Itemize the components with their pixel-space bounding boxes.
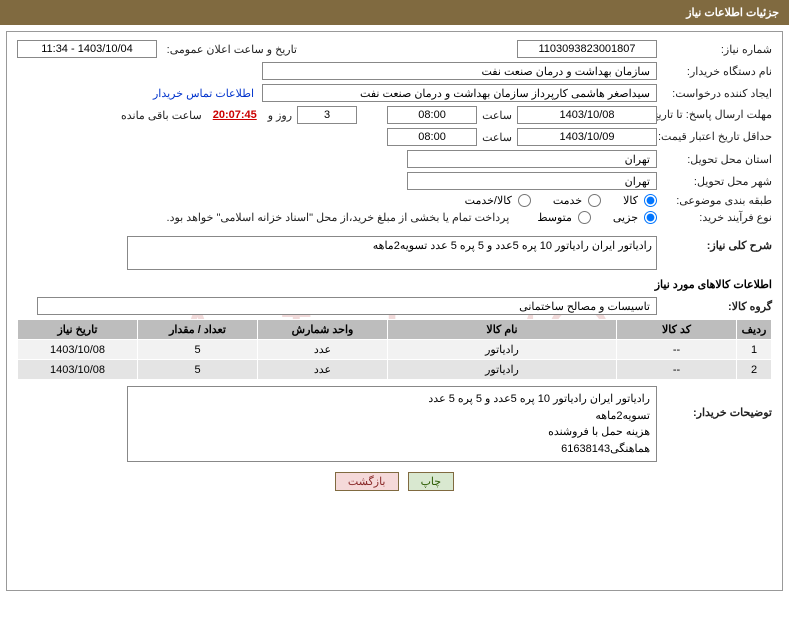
price-validity-label: حداقل تاریخ اعتبار قیمت: تا تاریخ: [657, 131, 772, 143]
radio-goods-service-label: کالا/خدمت [465, 194, 512, 207]
reply-time-label: ساعت [477, 109, 517, 122]
requester-field [262, 84, 657, 102]
buyer-org-label: نام دستگاه خریدار: [657, 65, 772, 78]
delivery-province-field [407, 150, 657, 168]
th-code: کد کالا [617, 320, 737, 340]
buyer-notes-box: رادیاتور ایران رادیاتور 10 پره 5عدد و 5 … [127, 386, 657, 462]
category-label: طبقه بندی موضوعی: [657, 194, 772, 207]
radio-service[interactable] [588, 194, 601, 207]
reply-deadline-label: مهلت ارسال پاسخ: تا تاریخ: [657, 109, 772, 121]
buyer-org-field [262, 62, 657, 80]
days-field [297, 106, 357, 124]
need-number-label: شماره نیاز: [657, 43, 772, 56]
remaining-label: ساعت باقی مانده [116, 109, 207, 122]
button-row: چاپ بازگشت [17, 472, 772, 491]
category-radio-group: کالا خدمت کالا/خدمت [447, 194, 657, 207]
general-desc-field [127, 236, 657, 270]
radio-goods-label: کالا [623, 194, 638, 207]
reply-time-field [387, 106, 477, 124]
th-qty: تعداد / مقدار [138, 320, 258, 340]
page-header: جزئیات اطلاعات نیاز [0, 0, 789, 25]
price-time-field [387, 128, 477, 146]
radio-medium[interactable] [578, 211, 591, 224]
print-button[interactable]: چاپ [408, 472, 455, 491]
reply-date-field [517, 106, 657, 124]
page-title: جزئیات اطلاعات نیاز [686, 7, 779, 19]
radio-small-label: جزیی [613, 211, 638, 224]
table-row: 1 -- رادیاتور عدد 5 1403/10/08 [18, 340, 772, 360]
goods-table: ردیف کد کالا نام کالا واحد شمارش تعداد /… [17, 319, 772, 380]
contact-link[interactable]: اطلاعات تماس خریدار [153, 87, 254, 100]
radio-goods-service[interactable] [518, 194, 531, 207]
delivery-province-label: استان محل تحویل: [657, 153, 772, 166]
announce-dt-label: تاریخ و ساعت اعلان عمومی: [157, 43, 297, 56]
back-button[interactable]: بازگشت [335, 472, 399, 491]
purchase-type-radio-group: جزیی متوسط [519, 211, 657, 224]
purchase-type-label: نوع فرآیند خرید: [657, 211, 772, 224]
radio-medium-label: متوسط [537, 211, 572, 224]
table-row: 2 -- رادیاتور عدد 5 1403/10/08 [18, 360, 772, 380]
days-and-label: روز و [263, 109, 297, 122]
goods-section-title: اطلاعات کالاهای مورد نیاز [17, 278, 772, 291]
th-name: نام کالا [388, 320, 617, 340]
announce-dt-field [17, 40, 157, 58]
radio-small[interactable] [644, 211, 657, 224]
th-unit: واحد شمارش [258, 320, 388, 340]
radio-goods[interactable] [644, 194, 657, 207]
th-idx: ردیف [737, 320, 772, 340]
th-date: تاریخ نیاز [18, 320, 138, 340]
delivery-city-field [407, 172, 657, 190]
price-time-label: ساعت [477, 131, 517, 144]
general-desc-label: شرح کلی نیاز: [657, 236, 772, 252]
main-panel: AriaTender.net شماره نیاز: تاریخ و ساعت … [6, 31, 783, 591]
price-date-field [517, 128, 657, 146]
payment-note: پرداخت تمام یا بخشی از مبلغ خرید،از محل … [167, 211, 510, 224]
delivery-city-label: شهر محل تحویل: [657, 175, 772, 188]
group-label: گروه کالا: [657, 300, 772, 313]
requester-label: ایجاد کننده درخواست: [657, 87, 772, 100]
group-field [37, 297, 657, 315]
buyer-notes-label: توضیحات خریدار: [657, 386, 772, 419]
countdown-value: 20:07:45 [207, 107, 263, 123]
need-number-field [517, 40, 657, 58]
radio-service-label: خدمت [553, 194, 582, 207]
